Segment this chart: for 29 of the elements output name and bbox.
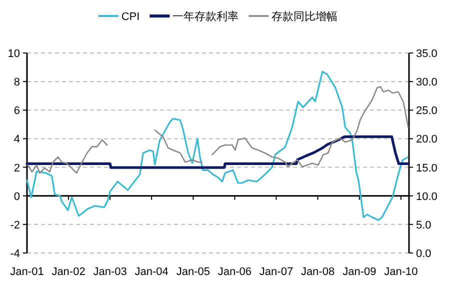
x-tick-label: Jan-08 [300, 266, 335, 278]
x-tick-label: Jan-06 [218, 266, 252, 278]
x-tick-label: Jan-09 [342, 266, 376, 278]
y2-tick-label: 10.0 [416, 190, 438, 203]
y-tick-label: 0 [14, 190, 20, 203]
legend-label: 存款同比增幅 [272, 11, 338, 23]
y-tick-label: 2 [14, 162, 20, 174]
x-tick-label: Jan-05 [176, 266, 210, 278]
y2-tick-label: 35.0 [416, 48, 438, 60]
y-tick-label: -4 [10, 248, 20, 260]
y2-tick-label: 15.0 [416, 162, 438, 174]
y2-tick-label: 30.0 [416, 76, 438, 89]
x-tick-label: Jan-03 [93, 266, 127, 278]
x-tick-label: Jan-01 [10, 266, 44, 278]
y-tick-label: 4 [14, 134, 20, 146]
x-tick-label: Jan-02 [52, 266, 86, 278]
legend-label: CPI [121, 11, 140, 23]
y-tick-label: -2 [10, 219, 20, 232]
legend-label: 一年存款利率 [172, 11, 239, 23]
x-tick-label: Jan-07 [259, 266, 294, 278]
y2-tick-label: 0.0 [416, 248, 432, 260]
x-tick-label: Jan-04 [134, 266, 168, 278]
x-tick-label: Jan-10 [384, 266, 418, 278]
y-tick-label: 8 [14, 76, 20, 89]
y-tick-label: 10 [8, 48, 20, 60]
y-tick-label: 6 [14, 105, 20, 118]
y2-tick-label: 20.0 [416, 134, 438, 146]
y2-tick-label: 5.0 [416, 219, 432, 232]
y2-tick-label: 25.0 [416, 105, 438, 118]
